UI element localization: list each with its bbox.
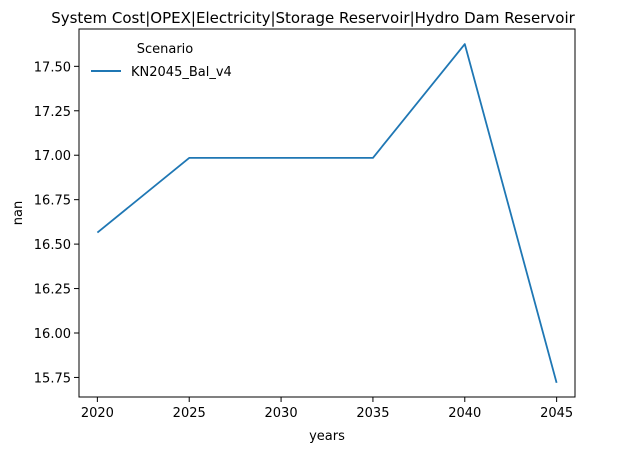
x-tick-label: 2030 — [265, 406, 298, 421]
y-tick-label: 16.00 — [34, 327, 71, 342]
x-tick-label: 2040 — [448, 406, 481, 421]
y-axis-ticks: 15.75 16.00 16.25 16.50 16.75 17.00 17.25 17.50 — [34, 60, 79, 386]
legend-title: Scenario — [137, 42, 194, 57]
legend: Scenario KN2045_Bal_v4 — [91, 42, 232, 80]
y-tick-label: 16.50 — [34, 238, 71, 253]
y-tick-label: 16.75 — [34, 194, 71, 209]
plot-area — [79, 29, 575, 397]
x-tick-label: 2020 — [81, 406, 114, 421]
x-tick-label: 2025 — [173, 406, 206, 421]
y-axis-label: nan — [11, 201, 26, 225]
chart-title: System Cost|OPEX|Electricity|Storage Res… — [51, 9, 575, 27]
x-tick-label: 2045 — [540, 406, 573, 421]
y-tick-label: 17.00 — [34, 149, 71, 164]
series-layer — [96, 43, 558, 384]
x-axis-ticks: 2020 2025 2030 2035 2040 2045 — [81, 397, 573, 421]
y-tick-label: 17.50 — [34, 60, 71, 75]
x-tick-label: 2035 — [356, 406, 389, 421]
y-tick-label: 15.75 — [34, 371, 71, 386]
y-tick-label: 17.25 — [34, 105, 71, 120]
plot-frame — [78, 28, 576, 398]
x-axis-label: years — [309, 429, 345, 444]
series-line-0 — [96, 43, 558, 384]
y-tick-label: 16.25 — [34, 283, 71, 298]
legend-entry-kn2045-bal-v4: KN2045_Bal_v4 — [131, 65, 232, 80]
